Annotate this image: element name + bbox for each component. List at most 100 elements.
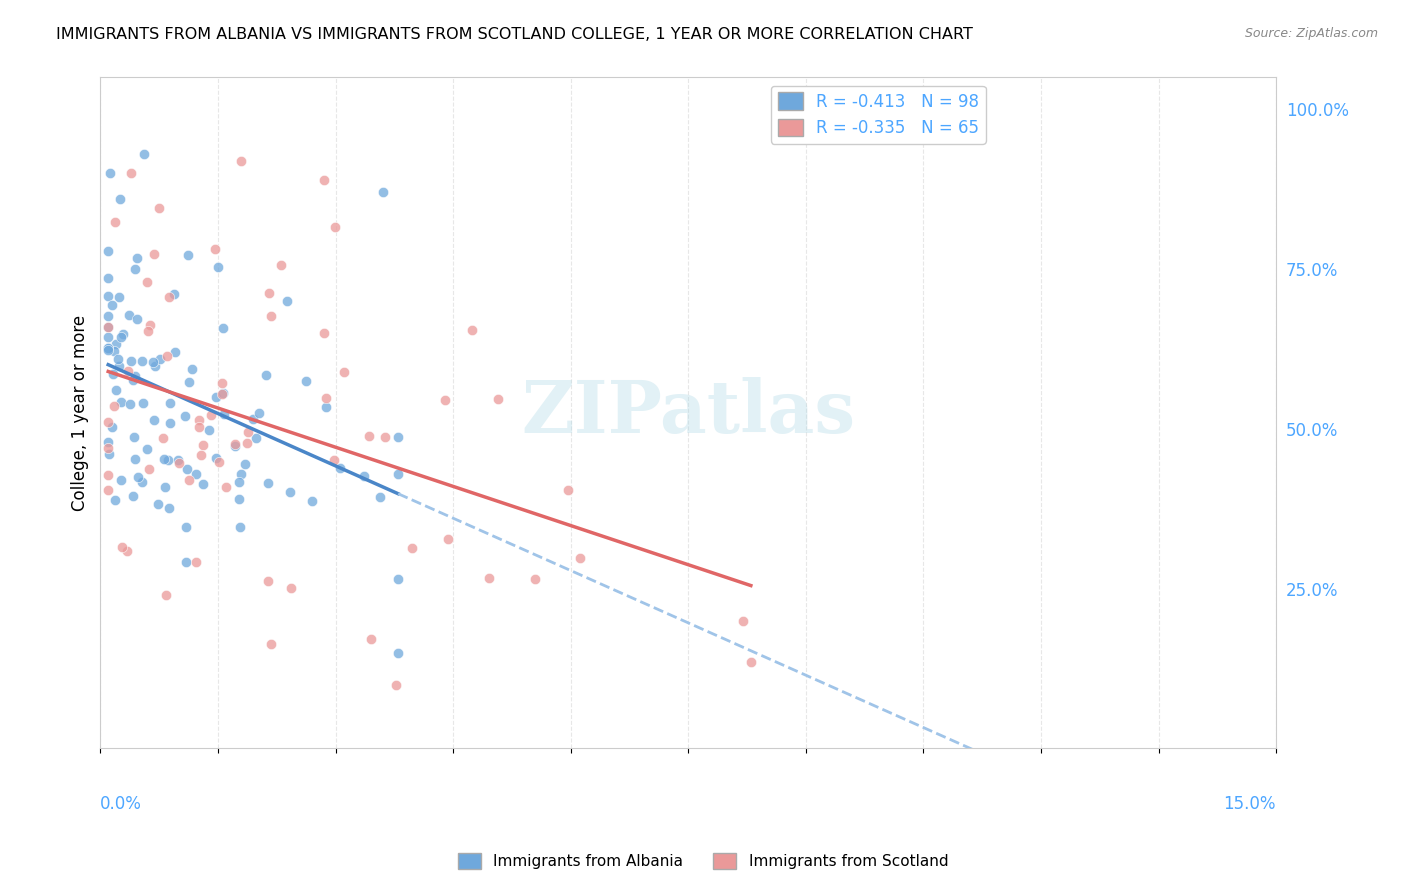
Legend: R = -0.413   N = 98, R = -0.335   N = 65: R = -0.413 N = 98, R = -0.335 N = 65 bbox=[770, 86, 986, 144]
Point bbox=[569, 551, 592, 566]
Point bbox=[200, 408, 222, 422]
Point bbox=[152, 431, 174, 445]
Point bbox=[104, 492, 127, 507]
Point bbox=[224, 438, 246, 452]
Point bbox=[257, 285, 280, 300]
Point bbox=[278, 485, 301, 500]
Point bbox=[97, 289, 120, 303]
Point bbox=[312, 172, 335, 186]
Point bbox=[294, 374, 316, 388]
Point bbox=[373, 186, 395, 200]
Point bbox=[120, 354, 142, 368]
Point bbox=[174, 520, 197, 534]
Point bbox=[97, 343, 120, 358]
Point bbox=[135, 442, 157, 456]
Point bbox=[212, 386, 235, 401]
Point bbox=[127, 312, 149, 326]
Point bbox=[121, 490, 143, 504]
Point bbox=[108, 290, 131, 304]
Point bbox=[207, 260, 229, 274]
Point bbox=[437, 532, 460, 546]
Point bbox=[323, 453, 346, 467]
Point bbox=[117, 308, 139, 322]
Point bbox=[97, 341, 120, 355]
Point bbox=[368, 491, 391, 505]
Point bbox=[97, 441, 120, 455]
Point bbox=[98, 166, 121, 180]
Point bbox=[153, 480, 176, 494]
Point bbox=[111, 327, 134, 342]
Point bbox=[211, 376, 233, 390]
Point bbox=[159, 416, 181, 430]
Point bbox=[212, 321, 235, 335]
Point bbox=[329, 461, 352, 475]
Point bbox=[124, 451, 146, 466]
Point bbox=[124, 262, 146, 277]
Point bbox=[486, 392, 509, 406]
Point bbox=[97, 319, 120, 334]
Point bbox=[155, 588, 177, 602]
Point bbox=[98, 447, 121, 461]
Point bbox=[153, 452, 176, 467]
Text: Source: ZipAtlas.com: Source: ZipAtlas.com bbox=[1244, 27, 1378, 40]
Point bbox=[181, 362, 204, 376]
Point bbox=[224, 437, 246, 451]
Point bbox=[105, 337, 128, 351]
Point bbox=[359, 429, 381, 443]
Point bbox=[176, 461, 198, 475]
Point bbox=[143, 359, 166, 373]
Point bbox=[208, 455, 231, 469]
Point bbox=[97, 483, 120, 497]
Point bbox=[177, 474, 200, 488]
Point bbox=[301, 494, 323, 508]
Point bbox=[228, 491, 250, 506]
Point bbox=[138, 462, 160, 476]
Point bbox=[740, 655, 762, 669]
Point bbox=[242, 412, 264, 426]
Point bbox=[120, 397, 142, 411]
Point bbox=[127, 252, 149, 266]
Point bbox=[187, 413, 209, 427]
Point bbox=[360, 632, 382, 647]
Text: ZIPatlas: ZIPatlas bbox=[522, 377, 855, 449]
Point bbox=[121, 372, 143, 386]
Point bbox=[245, 430, 267, 444]
Point bbox=[103, 343, 125, 358]
Point bbox=[124, 368, 146, 383]
Point bbox=[131, 353, 153, 368]
Point bbox=[314, 326, 336, 341]
Point bbox=[105, 383, 128, 397]
Point bbox=[108, 192, 131, 206]
Point bbox=[315, 391, 337, 405]
Point bbox=[257, 476, 280, 491]
Point bbox=[733, 614, 755, 628]
Point bbox=[132, 396, 155, 410]
Point bbox=[385, 677, 408, 691]
Point bbox=[260, 637, 283, 651]
Point bbox=[235, 436, 257, 450]
Point bbox=[184, 555, 207, 569]
Point bbox=[97, 467, 120, 482]
Point bbox=[149, 352, 172, 367]
Point bbox=[204, 390, 226, 404]
Point bbox=[110, 330, 132, 344]
Point bbox=[107, 352, 129, 367]
Point bbox=[120, 166, 142, 180]
Point bbox=[159, 396, 181, 410]
Point bbox=[233, 457, 256, 471]
Point bbox=[156, 349, 179, 363]
Point bbox=[434, 393, 457, 408]
Point bbox=[205, 450, 228, 465]
Point bbox=[187, 420, 209, 434]
Point bbox=[461, 323, 484, 337]
Point bbox=[136, 324, 159, 338]
Point bbox=[124, 429, 146, 443]
Point bbox=[323, 219, 346, 234]
Point bbox=[353, 469, 375, 483]
Point bbox=[110, 395, 132, 409]
Point bbox=[333, 364, 356, 378]
Point bbox=[167, 456, 190, 470]
Point bbox=[101, 298, 124, 312]
Point bbox=[166, 453, 188, 467]
Point bbox=[204, 242, 226, 256]
